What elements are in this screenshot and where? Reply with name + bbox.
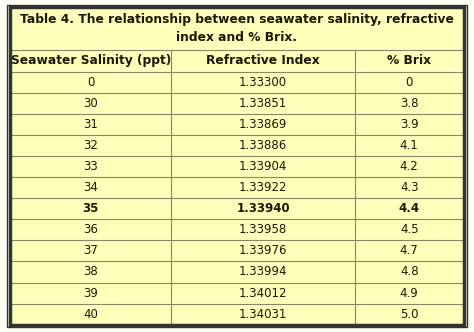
Text: 0: 0 <box>87 76 94 89</box>
Text: 0: 0 <box>406 76 413 89</box>
Text: Table 4. The relationship between seawater salinity, refractive
index and % Brix: Table 4. The relationship between seawat… <box>20 13 454 44</box>
Text: 38: 38 <box>83 266 98 279</box>
Text: 4.9: 4.9 <box>400 287 419 299</box>
Text: 4.8: 4.8 <box>400 266 419 279</box>
Text: 1.33940: 1.33940 <box>236 202 290 215</box>
Text: % Brix: % Brix <box>387 54 431 67</box>
Text: 4.2: 4.2 <box>400 160 419 173</box>
Text: 33: 33 <box>83 160 98 173</box>
Text: 1.33976: 1.33976 <box>239 244 287 257</box>
Text: 3.8: 3.8 <box>400 97 419 110</box>
Text: 36: 36 <box>83 223 98 236</box>
Text: 5.0: 5.0 <box>400 308 419 321</box>
Text: 31: 31 <box>83 118 98 131</box>
Text: 4.4: 4.4 <box>399 202 420 215</box>
Text: Seawater Salinity (ppt): Seawater Salinity (ppt) <box>11 54 171 67</box>
Text: 1.33886: 1.33886 <box>239 139 287 152</box>
Text: 1.33851: 1.33851 <box>239 97 287 110</box>
Text: 1.33300: 1.33300 <box>239 76 287 89</box>
Text: 1.33869: 1.33869 <box>239 118 287 131</box>
Text: 39: 39 <box>83 287 98 299</box>
Text: 1.33904: 1.33904 <box>239 160 287 173</box>
Text: 4.5: 4.5 <box>400 223 419 236</box>
Text: 4.3: 4.3 <box>400 181 419 194</box>
Text: 4.7: 4.7 <box>400 244 419 257</box>
Text: 1.33958: 1.33958 <box>239 223 287 236</box>
Text: 1.34012: 1.34012 <box>239 287 287 299</box>
Text: 30: 30 <box>83 97 98 110</box>
Text: 40: 40 <box>83 308 98 321</box>
Text: 35: 35 <box>82 202 99 215</box>
Text: 3.9: 3.9 <box>400 118 419 131</box>
Text: 32: 32 <box>83 139 98 152</box>
Text: Refractive Index: Refractive Index <box>206 54 320 67</box>
Text: 1.33922: 1.33922 <box>239 181 287 194</box>
Text: 37: 37 <box>83 244 98 257</box>
Text: 1.33994: 1.33994 <box>239 266 287 279</box>
Text: 34: 34 <box>83 181 98 194</box>
Text: 1.34031: 1.34031 <box>239 308 287 321</box>
Text: 4.1: 4.1 <box>400 139 419 152</box>
